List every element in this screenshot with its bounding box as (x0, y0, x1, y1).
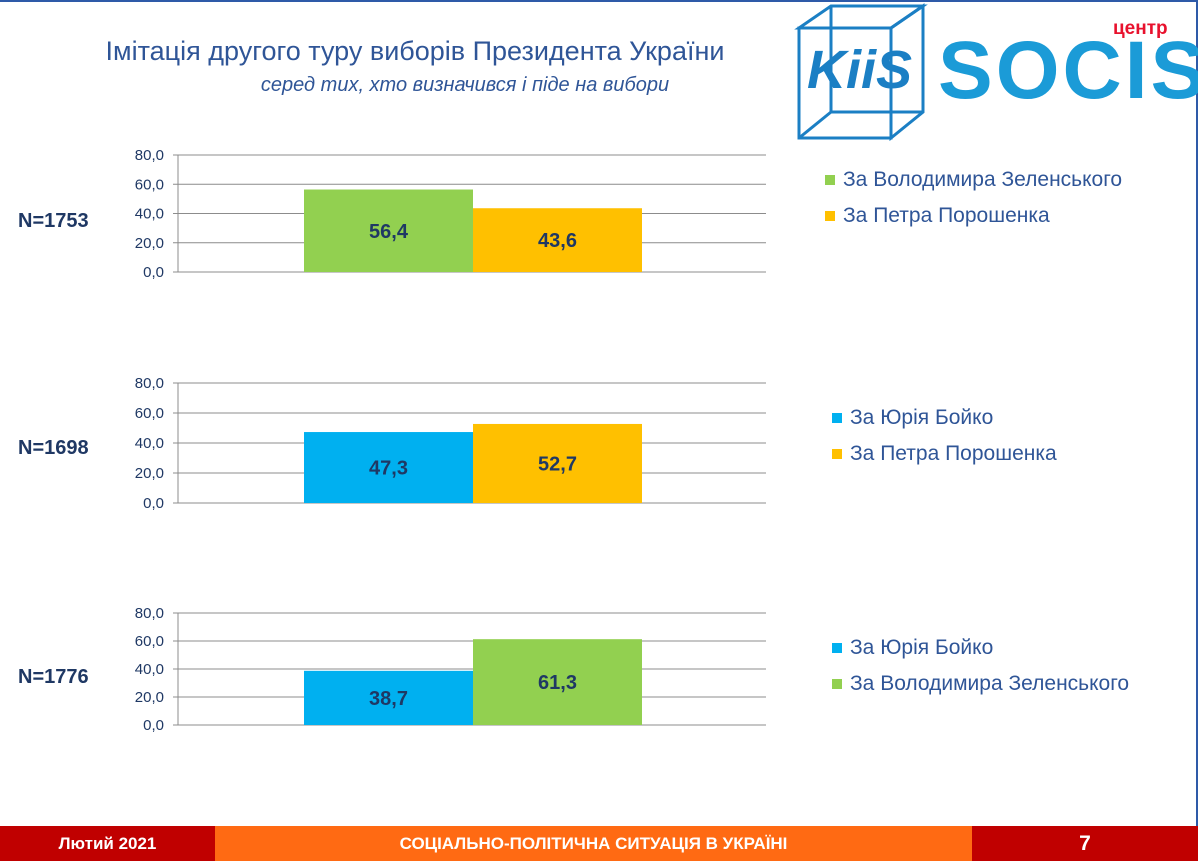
footer-topic: СОЦІАЛЬНО-ПОЛІТИЧНА СИТУАЦІЯ В УКРАЇНІ (215, 826, 972, 861)
y-tick-label: 20,0 (135, 465, 164, 482)
page-number: 7 (972, 826, 1198, 861)
legend-item: За Петра Порошенка (832, 436, 1057, 472)
y-tick-label: 80,0 (135, 375, 164, 392)
bar-chart: 0,0 20,0 40,0 60,0 80,0 38,7 61,3 (135, 605, 766, 734)
legend-swatch (832, 449, 842, 459)
bar (304, 670, 473, 725)
bar-chart: 0,0 20,0 40,0 60,0 80,0 56,4 43,6 (135, 147, 766, 281)
legend-label: За Юрія Бойко (850, 406, 994, 429)
kiis-logo: KiiS (794, 3, 928, 142)
bar-value-label: 47,3 (369, 458, 408, 480)
bar-value-label: 38,7 (369, 688, 408, 710)
sample-size-label: N=1698 (18, 437, 89, 459)
bar (304, 432, 473, 503)
legend-item: За Петра Порошенка (825, 198, 1122, 234)
bar-value-label: 61,3 (538, 672, 577, 694)
footer-date: Лютий 2021 (0, 826, 215, 861)
y-tick-label: 0,0 (143, 264, 164, 281)
bar (473, 208, 642, 272)
y-tick-label: 60,0 (135, 405, 164, 422)
bar-value-label: 43,6 (538, 230, 577, 252)
legend-swatch (832, 679, 842, 689)
slide-title: Імітація другого туру виборів Президента… (105, 36, 725, 66)
chart-legend: За Володимира Зеленського За Петра Пороше… (825, 162, 1122, 234)
bar-value-label: 56,4 (369, 221, 409, 243)
sample-size-label: N=1776 (18, 666, 89, 688)
legend-swatch (832, 413, 842, 423)
y-tick-label: 40,0 (135, 435, 164, 452)
legend-label: За Петра Порошенка (843, 204, 1050, 227)
y-tick-label: 40,0 (135, 206, 164, 223)
bar (473, 423, 642, 503)
y-tick-label: 80,0 (135, 605, 164, 622)
y-tick-label: 80,0 (135, 147, 164, 164)
chart-panel-1: N=1753 0,0 20,0 40,0 60,0 80,0 56,4 43,6 За Во… (0, 140, 1198, 290)
legend-item: За Володимира Зеленського (832, 666, 1129, 702)
chart-panel-2: N=1698 0,0 20,0 40,0 60,0 80,0 47,3 52,7 За Юр… (0, 370, 1198, 520)
bar-chart: 0,0 20,0 40,0 60,0 80,0 47,3 52,7 (135, 375, 766, 512)
legend-label: За Володимира Зеленського (843, 168, 1123, 191)
legend-swatch (825, 211, 835, 221)
y-tick-label: 60,0 (135, 176, 164, 193)
right-border (1196, 0, 1198, 826)
socis-logo-word: SOCIS (938, 25, 1198, 116)
slide-subtitle: серед тих, хто визначився і піде на вибо… (260, 74, 670, 96)
legend-item: За Юрія Бойко (832, 630, 1129, 666)
y-tick-label: 20,0 (135, 235, 164, 252)
legend-label: За Петра Порошенка (850, 442, 1057, 465)
socis-centr-text: центр (1113, 18, 1168, 39)
footer-bar: Лютий 2021 СОЦІАЛЬНО-ПОЛІТИЧНА СИТУАЦІЯ … (0, 826, 1198, 861)
bar (473, 639, 642, 725)
sample-size-label: N=1753 (18, 210, 89, 232)
bar-value-label: 52,7 (538, 453, 577, 475)
top-border (0, 0, 1198, 2)
legend-item: За Володимира Зеленського (825, 162, 1122, 198)
y-tick-label: 20,0 (135, 689, 164, 706)
y-tick-label: 0,0 (143, 495, 164, 512)
legend-swatch (832, 643, 842, 653)
chart-legend: За Юрія Бойко За Володимира Зеленського (832, 630, 1129, 702)
legend-label: За Володимира Зеленського (850, 672, 1130, 695)
chart-legend: За Юрія Бойко За Петра Порошенка (832, 400, 1057, 472)
legend-item: За Юрія Бойко (832, 400, 1057, 436)
chart-panel-3: N=1776 0,0 20,0 40,0 60,0 80,0 38,7 61,3 За Юр… (0, 600, 1198, 750)
legend-label: За Юрія Бойко (850, 636, 994, 659)
bar (304, 189, 473, 272)
kiis-logo-text: KiiS (807, 40, 912, 100)
y-tick-label: 0,0 (143, 717, 164, 734)
y-tick-label: 60,0 (135, 633, 164, 650)
y-tick-label: 40,0 (135, 661, 164, 678)
legend-swatch (825, 175, 835, 185)
